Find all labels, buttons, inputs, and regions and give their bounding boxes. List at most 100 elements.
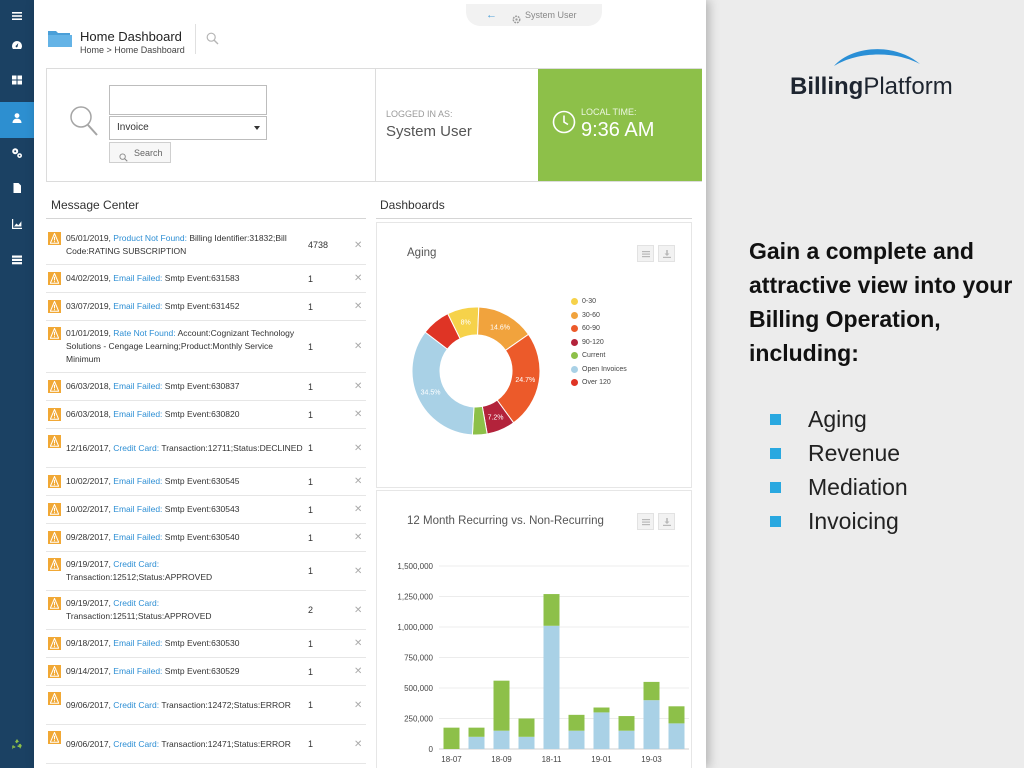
nav-recycle[interactable]: [0, 728, 34, 764]
nav-settings[interactable]: [0, 137, 34, 173]
legend-item[interactable]: 90-120: [571, 336, 627, 350]
bar-segment[interactable]: [543, 594, 560, 626]
message-type-link[interactable]: Email Failed:: [113, 381, 163, 391]
dismiss-message-icon[interactable]: ✕: [354, 532, 363, 543]
user-tab[interactable]: ← System User: [466, 4, 602, 26]
list-view-button[interactable]: [637, 513, 654, 530]
message-type-link[interactable]: Email Failed:: [113, 301, 163, 311]
bar-segment[interactable]: [518, 736, 535, 749]
message-row[interactable]: 09/19/2017, Credit Card: Transaction:125…: [46, 591, 366, 630]
search-input[interactable]: [109, 85, 267, 115]
message-type-link[interactable]: Rate Not Found:: [113, 328, 176, 338]
bar-segment[interactable]: [593, 707, 610, 713]
nav-documents[interactable]: [0, 172, 34, 208]
bar-segment[interactable]: [643, 700, 660, 749]
download-button[interactable]: [658, 513, 675, 530]
message-type-link[interactable]: Credit Card:: [113, 442, 160, 453]
pie-slice[interactable]: [411, 331, 475, 436]
message-type-link[interactable]: Credit Card:: [113, 598, 160, 608]
message-type-link[interactable]: Credit Card:: [113, 699, 160, 710]
message-type-link[interactable]: Credit Card:: [113, 738, 160, 749]
nav-tables[interactable]: [0, 244, 34, 280]
message-type-link[interactable]: Email Failed:: [113, 532, 163, 542]
dismiss-message-icon[interactable]: ✕: [354, 341, 363, 352]
bar-segment[interactable]: [468, 736, 485, 749]
bar-segment[interactable]: [443, 727, 460, 749]
message-date: 09/28/2017,: [66, 532, 111, 542]
bar-segment[interactable]: [468, 727, 485, 737]
message-type-link[interactable]: Email Failed:: [113, 476, 163, 486]
bar-segment[interactable]: [643, 681, 660, 701]
bar-segment[interactable]: [493, 730, 510, 749]
dismiss-message-icon[interactable]: ✕: [354, 381, 363, 392]
legend-item[interactable]: Over 120: [571, 376, 627, 390]
message-type-link[interactable]: Email Failed:: [113, 638, 163, 648]
message-row[interactable]: 08/08/2017, Email Failed: Smtp Event:630…: [46, 764, 366, 768]
message-type-link[interactable]: Product Not Found:: [113, 233, 187, 243]
message-type-link[interactable]: Email Failed:: [113, 666, 163, 676]
nav-reports[interactable]: [0, 208, 34, 244]
message-row[interactable]: 06/03/2018, Email Failed: Smtp Event:630…: [46, 401, 366, 429]
dismiss-message-icon[interactable]: ✕: [354, 699, 363, 711]
dismiss-message-icon[interactable]: ✕: [354, 273, 363, 284]
dismiss-message-icon[interactable]: ✕: [354, 604, 363, 616]
message-type-link[interactable]: Email Failed:: [113, 409, 163, 419]
message-row[interactable]: 10/02/2017, Email Failed: Smtp Event:630…: [46, 496, 366, 524]
list-view-button[interactable]: [637, 245, 654, 262]
dismiss-message-icon[interactable]: ✕: [354, 409, 363, 420]
dismiss-message-icon[interactable]: ✕: [354, 565, 363, 577]
bar-segment[interactable]: [518, 718, 535, 737]
menu-button[interactable]: [0, 0, 34, 36]
message-row[interactable]: 06/03/2018, Email Failed: Smtp Event:630…: [46, 373, 366, 401]
message-row[interactable]: 04/02/2019, Email Failed: Smtp Event:631…: [46, 265, 366, 293]
nav-dashboard[interactable]: [0, 29, 34, 65]
pie-slice-label: 14.6%: [490, 325, 510, 332]
dismiss-message-icon[interactable]: ✕: [354, 666, 363, 677]
message-row[interactable]: 01/01/2019, Rate Not Found: Account:Cogn…: [46, 321, 366, 373]
message-row[interactable]: 09/06/2017, Credit Card: Transaction:124…: [46, 686, 366, 725]
nav-user[interactable]: [0, 102, 34, 138]
search-button[interactable]: Search: [109, 142, 171, 163]
dismiss-message-icon[interactable]: ✕: [354, 738, 363, 750]
dismiss-message-icon[interactable]: ✕: [354, 442, 363, 454]
legend-item[interactable]: 30-60: [571, 309, 627, 323]
bar-segment[interactable]: [618, 716, 635, 731]
download-button[interactable]: [658, 245, 675, 262]
back-arrow-icon[interactable]: ←: [486, 9, 497, 21]
bar-segment[interactable]: [593, 712, 610, 749]
dismiss-message-icon[interactable]: ✕: [354, 239, 363, 251]
bar-segment[interactable]: [668, 723, 685, 749]
message-row[interactable]: 03/07/2019, Email Failed: Smtp Event:631…: [46, 293, 366, 321]
message-row[interactable]: 09/06/2017, Credit Card: Transaction:124…: [46, 725, 366, 764]
dismiss-message-icon[interactable]: ✕: [354, 504, 363, 515]
pie-slice[interactable]: [424, 312, 461, 350]
bar-segment[interactable]: [668, 706, 685, 724]
message-row[interactable]: 09/28/2017, Email Failed: Smtp Event:630…: [46, 524, 366, 552]
nav-grid[interactable]: [0, 64, 34, 100]
message-row[interactable]: 09/18/2017, Email Failed: Smtp Event:630…: [46, 630, 366, 658]
legend-item[interactable]: 60-90: [571, 322, 627, 336]
message-row[interactable]: 12/16/2017, Credit Card: Transaction:127…: [46, 429, 366, 468]
dismiss-message-icon[interactable]: ✕: [354, 476, 363, 487]
dismiss-message-icon[interactable]: ✕: [354, 301, 363, 312]
search-icon[interactable]: [206, 32, 219, 50]
dismiss-message-icon[interactable]: ✕: [354, 638, 363, 649]
message-row[interactable]: 10/02/2017, Email Failed: Smtp Event:630…: [46, 468, 366, 496]
message-row[interactable]: 09/19/2017, Credit Card: Transaction:125…: [46, 552, 366, 591]
bar-segment[interactable]: [618, 730, 635, 749]
bar-segment[interactable]: [543, 625, 560, 749]
legend-item[interactable]: 0-30: [571, 295, 627, 309]
message-row[interactable]: 05/01/2019, Product Not Found: Billing I…: [46, 226, 366, 265]
bar-segment[interactable]: [493, 680, 510, 731]
search-type-select[interactable]: Invoice: [109, 116, 267, 140]
bar-segment[interactable]: [568, 730, 585, 749]
message-row[interactable]: 09/14/2017, Email Failed: Smtp Event:630…: [46, 658, 366, 686]
message-type-link[interactable]: Email Failed:: [113, 504, 163, 514]
legend-item[interactable]: Current: [571, 349, 627, 363]
breadcrumb[interactable]: Home > Home Dashboard: [80, 45, 185, 55]
message-count: 1: [308, 739, 314, 749]
message-type-link[interactable]: Email Failed:: [113, 273, 163, 283]
bar-segment[interactable]: [568, 714, 585, 731]
legend-item[interactable]: Open Invoices: [571, 363, 627, 377]
message-type-link[interactable]: Credit Card:: [113, 559, 160, 569]
